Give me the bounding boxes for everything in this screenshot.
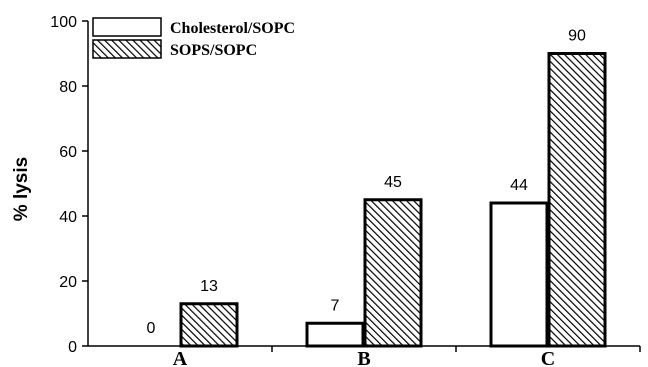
y-tick-label: 60 bbox=[59, 144, 77, 161]
axes bbox=[87, 21, 641, 352]
y-axis-label: % lysis bbox=[11, 157, 32, 221]
legend-swatch-sops-sopc bbox=[92, 39, 162, 59]
y-tick-label: 20 bbox=[59, 274, 77, 291]
legend-swatch-cholesterol-sopc bbox=[92, 17, 162, 37]
y-tick-label: 0 bbox=[68, 339, 77, 356]
data-label-b-series-1: 45 bbox=[384, 174, 402, 191]
bar-a-series-1 bbox=[179, 302, 239, 348]
data-label-a-series-1: 13 bbox=[200, 278, 218, 295]
x-tick-label-b: B bbox=[357, 348, 370, 367]
legend-label-sops-sopc: SOPS/SOPC bbox=[170, 42, 257, 59]
y-tick-label: 100 bbox=[50, 14, 77, 31]
data-label-c-series-0: 44 bbox=[510, 177, 528, 194]
bar-b-series-1 bbox=[363, 198, 423, 348]
y-tick-label: 80 bbox=[59, 79, 77, 96]
bars: 0 13 7 45 44 90 bbox=[147, 28, 607, 348]
x-axis-categories: A B C bbox=[173, 348, 555, 367]
bar-b-series-0 bbox=[305, 321, 365, 348]
bar-c-series-0 bbox=[489, 201, 549, 348]
bar-c-series-1 bbox=[547, 52, 607, 348]
y-axis-ticks: 0 20 40 60 80 100 bbox=[50, 14, 88, 356]
x-tick-label-a: A bbox=[173, 348, 188, 367]
legend: Cholesterol/SOPC SOPS/SOPC bbox=[92, 17, 295, 59]
data-label-a-series-0: 0 bbox=[147, 320, 156, 337]
y-tick-label: 40 bbox=[59, 209, 77, 226]
x-tick-label-c: C bbox=[541, 348, 555, 367]
legend-label-cholesterol-sopc: Cholesterol/SOPC bbox=[170, 20, 295, 37]
data-label-b-series-0: 7 bbox=[331, 297, 340, 314]
data-label-c-series-1: 90 bbox=[568, 28, 586, 45]
